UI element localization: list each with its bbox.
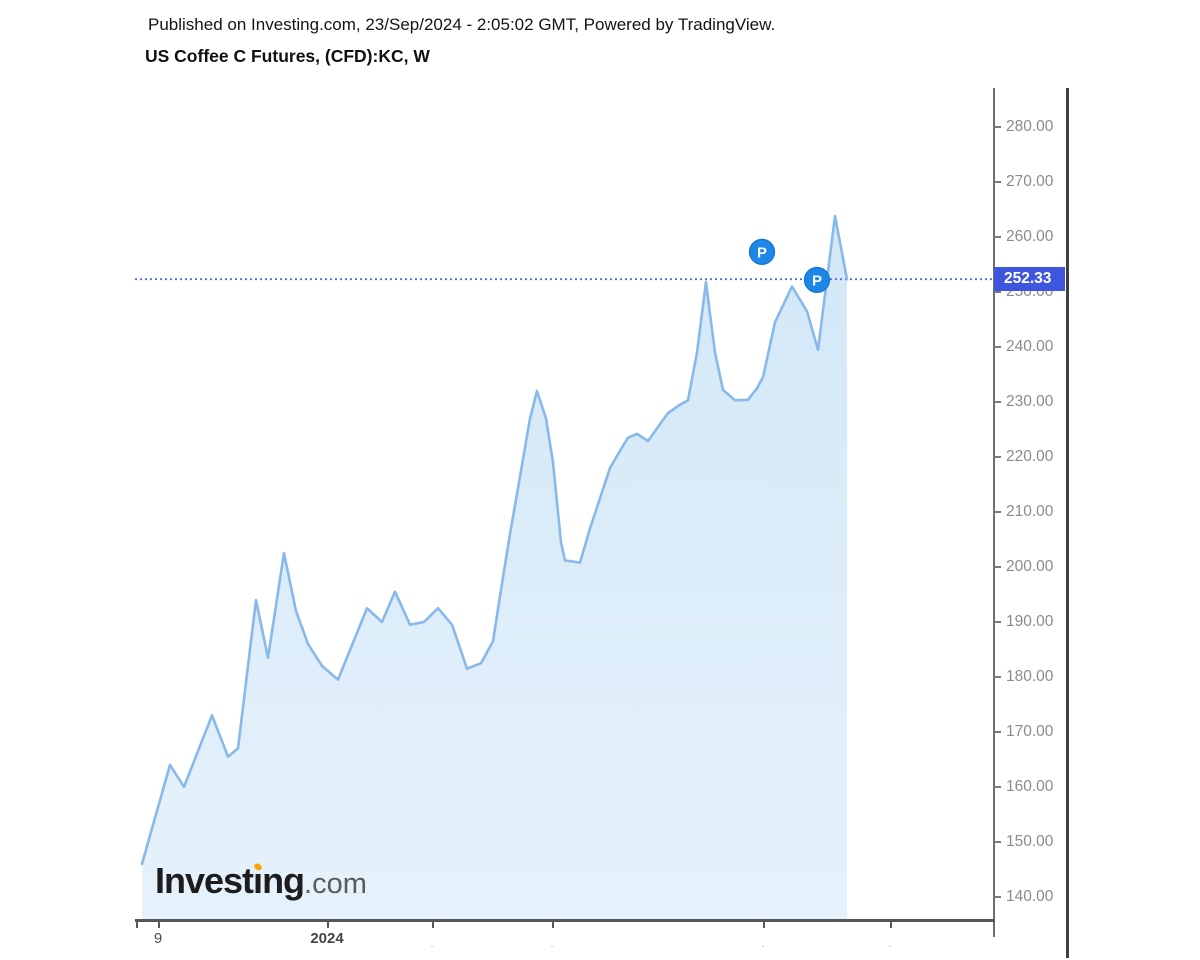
y-axis-tick-label: 220.00 bbox=[1006, 447, 1054, 465]
instrument-title: US Coffee C Futures, (CFD):KC, W bbox=[145, 46, 430, 66]
y-axis-tick bbox=[994, 510, 1001, 513]
y-axis-tick-label: 200.00 bbox=[1006, 557, 1054, 575]
pivot-marker-label: P bbox=[757, 244, 767, 261]
x-axis-tick bbox=[552, 921, 554, 928]
x-axis-tick bbox=[136, 921, 138, 928]
y-axis-tick bbox=[994, 785, 1001, 788]
x-axis-tick-label: . bbox=[888, 938, 892, 950]
x-axis-tick bbox=[158, 921, 160, 928]
price-area-chart[interactable]: PP bbox=[135, 88, 993, 920]
y-axis-tick bbox=[994, 346, 1001, 348]
x-axis-tick-label: 2024 bbox=[310, 930, 344, 947]
pivot-marker-label: P bbox=[812, 272, 822, 289]
pivot-marker-icon[interactable] bbox=[803, 266, 831, 294]
y-axis-tick bbox=[994, 455, 1001, 458]
price-scale-right-border bbox=[1066, 88, 1069, 958]
x-axis-tick bbox=[327, 921, 329, 928]
y-axis-tick-label: 260.00 bbox=[1006, 228, 1054, 246]
y-axis-tick bbox=[994, 840, 1001, 843]
y-axis-tick-label: 190.00 bbox=[1006, 612, 1054, 630]
y-axis-tick bbox=[994, 730, 1001, 733]
pivot-marker-icon[interactable] bbox=[748, 238, 776, 265]
published-line: Published on Investing.com, 23/Sep/2024 … bbox=[148, 15, 776, 34]
y-axis-tick bbox=[994, 181, 1001, 184]
y-axis-tick-label: 180.00 bbox=[1006, 667, 1054, 685]
x-axis-tick-label: . bbox=[430, 938, 434, 950]
x-axis-tick bbox=[432, 921, 434, 928]
y-axis-tick bbox=[994, 126, 1001, 129]
y-axis-tick-label: 140.00 bbox=[1006, 887, 1054, 905]
y-axis-tick bbox=[994, 565, 1001, 568]
y-axis-tick bbox=[994, 236, 1001, 239]
y-axis-tick bbox=[994, 400, 1001, 403]
y-axis-tick bbox=[994, 620, 1001, 623]
y-axis-tick-label: 160.00 bbox=[1006, 777, 1054, 795]
y-axis-tick-label: 230.00 bbox=[1006, 392, 1054, 410]
y-axis-tick-label: 280.00 bbox=[1006, 118, 1054, 136]
y-axis-tick bbox=[994, 675, 1001, 678]
logo-suffix-text: .com bbox=[304, 868, 367, 900]
x-axis-tick-label: 9 bbox=[153, 930, 163, 947]
x-axis-line bbox=[135, 919, 995, 922]
y-axis-tick-label: 150.00 bbox=[1006, 832, 1054, 850]
y-axis-tick bbox=[994, 291, 1001, 293]
y-axis-tick-label: 270.00 bbox=[1006, 173, 1054, 191]
current-price-badge: 252.33 bbox=[994, 267, 1065, 291]
y-axis-tick-label: 210.00 bbox=[1006, 502, 1054, 520]
y-axis-tick bbox=[994, 895, 1001, 898]
x-axis-tick-label: . bbox=[761, 938, 765, 950]
price-line bbox=[140, 214, 849, 866]
x-axis-tick-label: . bbox=[550, 938, 554, 950]
x-axis-tick bbox=[890, 921, 892, 928]
y-axis-tick-label: 240.00 bbox=[1006, 338, 1054, 355]
investing-watermark-logo: Investı ng.com bbox=[155, 860, 367, 902]
x-axis-tick bbox=[763, 921, 765, 928]
y-axis-tick-label: 170.00 bbox=[1006, 722, 1054, 740]
pivot-markers: PP bbox=[748, 238, 831, 294]
logo-brand-text: Investı ng bbox=[155, 860, 305, 901]
area-fill bbox=[142, 216, 847, 920]
